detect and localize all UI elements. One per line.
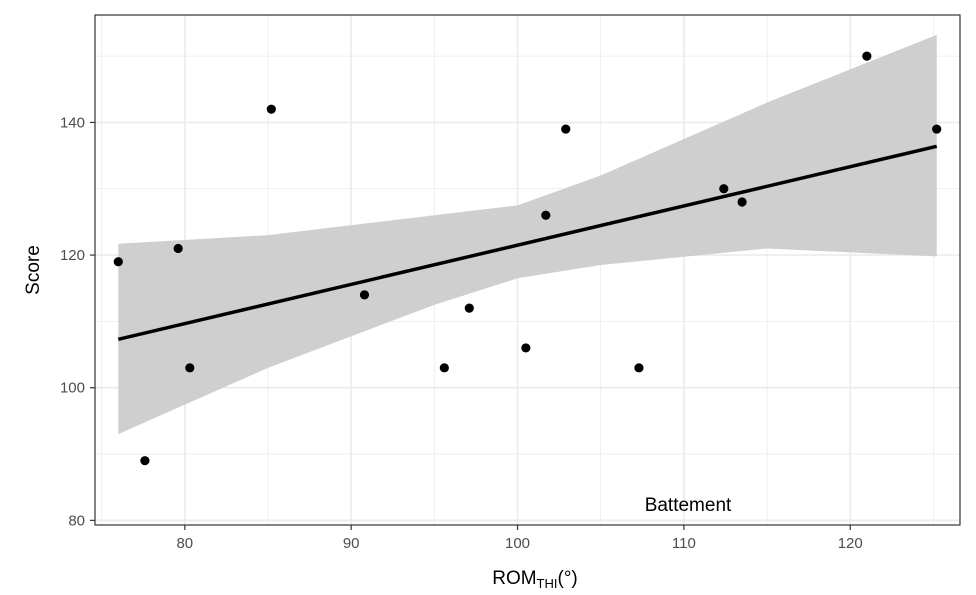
data-point bbox=[185, 363, 195, 373]
data-point bbox=[359, 290, 370, 300]
y-tick-label: 140 bbox=[60, 114, 85, 131]
data-point bbox=[266, 104, 276, 114]
data-point bbox=[719, 184, 729, 194]
data-point bbox=[932, 124, 942, 134]
x-axis-title-unit: (°) bbox=[558, 568, 578, 589]
data-point bbox=[464, 303, 474, 313]
x-tick-label: 80 bbox=[176, 535, 193, 552]
x-axis-title-main: ROM bbox=[492, 568, 536, 589]
data-points-layer bbox=[113, 51, 942, 466]
regression-line bbox=[117, 144, 938, 342]
data-point bbox=[173, 243, 183, 254]
data-point bbox=[634, 363, 644, 373]
y-tick-label: 100 bbox=[60, 380, 85, 397]
y-axis-title: Score bbox=[23, 245, 44, 295]
x-tick-label: 90 bbox=[343, 535, 360, 552]
x-tick-label: 120 bbox=[838, 535, 863, 552]
panel-border bbox=[94, 14, 961, 526]
axis-layer: 80 90 100 110 120 80 100 120 140 bbox=[60, 114, 863, 552]
y-tick-label: 120 bbox=[60, 247, 85, 264]
data-point bbox=[541, 210, 551, 220]
x-tick-label: 100 bbox=[505, 535, 530, 552]
data-point bbox=[561, 124, 571, 134]
data-point bbox=[113, 257, 123, 267]
x-axis-title-subscript: THI bbox=[537, 576, 558, 591]
data-point bbox=[737, 197, 747, 207]
fit-line-layer bbox=[117, 144, 938, 342]
data-point bbox=[439, 363, 449, 373]
confidence-band bbox=[118, 34, 937, 435]
x-tick-label: 110 bbox=[672, 535, 696, 552]
confidence-band-layer bbox=[118, 34, 937, 435]
x-axis-title: ROMTHI(°) bbox=[492, 568, 578, 591]
data-point bbox=[140, 456, 150, 466]
y-tick-label: 80 bbox=[68, 512, 85, 529]
data-point bbox=[862, 51, 872, 61]
data-point bbox=[521, 343, 531, 353]
panel-annotation: Battement bbox=[645, 495, 732, 516]
